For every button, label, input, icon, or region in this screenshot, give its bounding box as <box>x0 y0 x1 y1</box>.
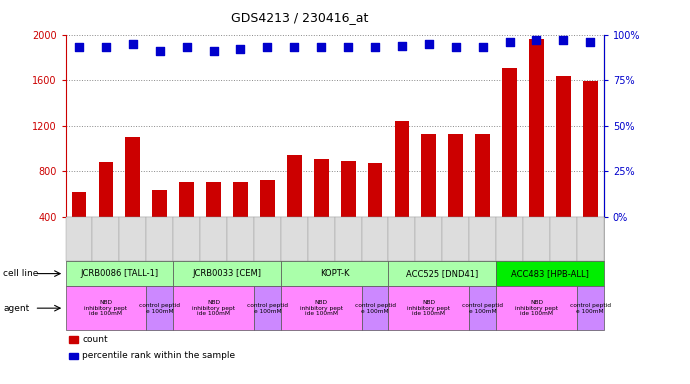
Point <box>585 39 596 45</box>
Bar <box>314 159 328 263</box>
Text: control peptid
e 100mM: control peptid e 100mM <box>462 303 503 314</box>
Point <box>477 44 489 50</box>
Text: agent: agent <box>3 304 30 313</box>
Bar <box>287 156 302 263</box>
Bar <box>556 76 571 263</box>
Point <box>343 44 354 50</box>
Bar <box>152 190 167 263</box>
Point <box>73 44 84 50</box>
Text: ACC525 [DND41]: ACC525 [DND41] <box>406 269 478 278</box>
Bar <box>395 121 409 263</box>
Point <box>262 44 273 50</box>
Bar <box>368 163 382 263</box>
Bar <box>448 134 463 263</box>
Bar <box>179 182 194 263</box>
Point <box>397 43 408 49</box>
Point <box>155 48 166 54</box>
Text: NBD
inhibitory pept
ide 100mM: NBD inhibitory pept ide 100mM <box>407 300 451 316</box>
Point <box>424 41 435 47</box>
Text: NBD
inhibitory pept
ide 100mM: NBD inhibitory pept ide 100mM <box>84 300 128 316</box>
Text: control peptid
e 100mM: control peptid e 100mM <box>570 303 611 314</box>
Bar <box>233 182 248 263</box>
Bar <box>583 81 598 263</box>
Bar <box>99 162 113 263</box>
Text: ACC483 [HPB-ALL]: ACC483 [HPB-ALL] <box>511 269 589 278</box>
Point <box>208 48 219 54</box>
Point <box>181 44 192 50</box>
Bar <box>422 134 436 263</box>
Bar <box>206 182 221 263</box>
Text: count: count <box>82 335 108 344</box>
Text: NBD
inhibitory pept
ide 100mM: NBD inhibitory pept ide 100mM <box>299 300 343 316</box>
Point <box>101 44 112 50</box>
Text: cell line: cell line <box>3 269 39 278</box>
Point <box>370 44 381 50</box>
Point <box>451 44 462 50</box>
Point <box>558 37 569 43</box>
Text: control peptid
e 100mM: control peptid e 100mM <box>139 303 180 314</box>
Point <box>531 37 542 43</box>
Bar <box>260 180 275 263</box>
Text: JCRB0086 [TALL-1]: JCRB0086 [TALL-1] <box>80 269 159 278</box>
Point <box>235 46 246 52</box>
Text: control peptid
e 100mM: control peptid e 100mM <box>247 303 288 314</box>
Bar <box>475 134 490 263</box>
Bar <box>502 68 517 263</box>
Point <box>127 41 138 47</box>
Bar <box>126 137 140 263</box>
Text: NBD
inhibitory pept
ide 100mM: NBD inhibitory pept ide 100mM <box>192 300 235 316</box>
Text: control peptid
e 100mM: control peptid e 100mM <box>355 303 395 314</box>
Bar <box>341 161 355 263</box>
Text: JCRB0033 [CEM]: JCRB0033 [CEM] <box>193 269 262 278</box>
Bar <box>529 39 544 263</box>
Text: GDS4213 / 230416_at: GDS4213 / 230416_at <box>231 12 369 25</box>
Point <box>504 39 515 45</box>
Point <box>316 44 327 50</box>
Point <box>289 44 300 50</box>
Text: KOPT-K: KOPT-K <box>320 269 349 278</box>
Text: NBD
inhibitory pept
ide 100mM: NBD inhibitory pept ide 100mM <box>515 300 558 316</box>
Bar <box>72 192 86 263</box>
Text: percentile rank within the sample: percentile rank within the sample <box>82 351 235 361</box>
